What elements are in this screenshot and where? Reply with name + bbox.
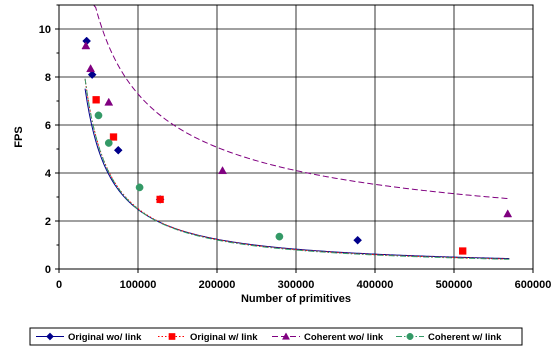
- legend-marker-2: [281, 332, 291, 340]
- x-tick-label-5: 500000: [436, 279, 473, 291]
- y-tick-label-4: 8: [45, 72, 51, 84]
- trend-line-2: [85, 4, 510, 200]
- y-tick-label-2: 4: [45, 168, 52, 180]
- y-tick-label-5: 10: [39, 24, 51, 36]
- data-point-s1-p0: [92, 96, 100, 104]
- data-point-s3-p1: [104, 139, 113, 147]
- data-point-s0-p4: [353, 235, 362, 245]
- y-tick-labels: 0 2 4 6 8 10: [39, 24, 52, 276]
- trend-lines: [84, 4, 510, 260]
- data-point-s2-p0: [81, 41, 91, 50]
- data-point-s3-p2: [135, 183, 144, 192]
- data-point-s2-p4: [503, 209, 513, 218]
- data-point-s3-p3: [275, 232, 284, 241]
- data-point-s1-p3: [459, 247, 467, 255]
- data-point-s2-p3: [218, 166, 227, 175]
- legend-label-0: Original wo/ link: [68, 332, 142, 343]
- x-tick-label-2: 200000: [199, 279, 236, 291]
- data-markers: [81, 36, 513, 255]
- trend-line-3: [84, 78, 510, 260]
- data-point-s1-p2: [156, 195, 164, 204]
- x-tick-label-4: 400000: [357, 279, 394, 291]
- legend-marker-1: [168, 333, 176, 340]
- axes: [55, 4, 534, 273]
- y-tick-label-3: 6: [45, 120, 51, 132]
- y-axis-title: FPS: [13, 126, 25, 147]
- legend-marker-3: [406, 333, 414, 340]
- data-point-s3-p0: [94, 111, 103, 120]
- data-point-s1-p1: [109, 133, 118, 141]
- x-tick-label-1: 100000: [120, 279, 157, 291]
- data-point-s0-p1: [87, 70, 97, 79]
- legend-marker-0: [46, 332, 54, 341]
- x-axis-title: Number of primitives: [241, 293, 351, 305]
- x-tick-label-3: 300000: [278, 279, 315, 291]
- x-tick-label-6: 600000: [515, 279, 551, 291]
- x-tick-labels: 0 100000 200000 300000 400000 500000 600000: [56, 279, 551, 291]
- data-point-s2-p2: [104, 97, 114, 106]
- legend-label-1: Original w/ link: [190, 332, 258, 343]
- x-tick-label-0: 0: [56, 279, 62, 291]
- data-point-s2-p1: [86, 64, 96, 73]
- legend: Original wo/ link Original w/ link Coheren…: [29, 327, 523, 346]
- y-tick-label-0: 0: [45, 264, 51, 276]
- legend-label-2: Coherent wo/ link: [304, 332, 384, 343]
- data-point-s0-p2: [113, 145, 123, 155]
- y-tick-label-1: 2: [45, 216, 51, 228]
- legend-label-3: Coherent w/ link: [428, 332, 502, 343]
